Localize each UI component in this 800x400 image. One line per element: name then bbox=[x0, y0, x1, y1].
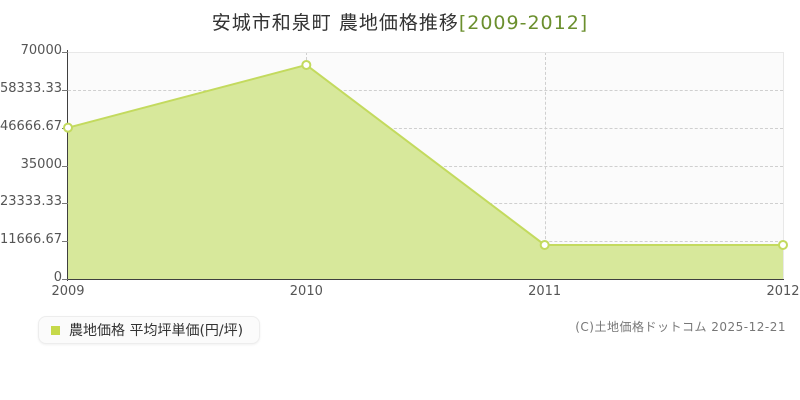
chart-title-main: 安城市和泉町 農地価格推移 bbox=[211, 12, 459, 34]
chart-title: 安城市和泉町 農地価格推移[2009-2012] bbox=[0, 8, 800, 35]
y-axis-tick-label: 46666.67 bbox=[0, 118, 62, 134]
y-axis-tick-mark bbox=[62, 241, 68, 243]
legend[interactable]: 農地価格 平均坪単価(円/坪) bbox=[38, 316, 261, 344]
data-point-marker bbox=[64, 124, 72, 132]
plot-border-top bbox=[68, 52, 783, 53]
legend-label: 農地価格 平均坪単価(円/坪) bbox=[69, 323, 244, 339]
footer-credit: (C)土地価格ドットコム 2025-12-21 bbox=[575, 320, 786, 334]
y-axis-tick-label: 23333.33 bbox=[0, 194, 62, 210]
area-fill-path bbox=[68, 64, 783, 279]
x-axis-tick-label: 2009 bbox=[51, 284, 85, 299]
x-axis-tick-label: 2012 bbox=[766, 284, 800, 299]
area-line-path bbox=[68, 65, 783, 245]
gridline-horizontal bbox=[68, 127, 783, 129]
data-point-markers bbox=[64, 61, 787, 249]
y-axis-tick-label: 70000 bbox=[20, 43, 62, 58]
y-axis-tick-mark bbox=[62, 203, 68, 205]
y-axis-tick-label: 58333.33 bbox=[0, 80, 62, 96]
x-axis-tick-label: 2011 bbox=[528, 284, 562, 299]
area-series bbox=[68, 52, 783, 279]
data-point-marker bbox=[302, 61, 310, 69]
plot-border-right bbox=[783, 52, 784, 279]
y-axis-tick-mark bbox=[62, 279, 68, 280]
chart-title-range: [2009-2012] bbox=[458, 12, 589, 34]
legend-swatch-icon bbox=[51, 325, 60, 335]
y-axis-tick-mark bbox=[62, 89, 68, 91]
y-axis-tick-mark bbox=[62, 165, 68, 167]
gridline-horizontal bbox=[68, 89, 783, 91]
y-axis-tick-label: 0 bbox=[53, 270, 62, 285]
x-axis-line bbox=[67, 279, 784, 280]
gridline-vertical bbox=[544, 52, 546, 279]
y-axis-tick-mark bbox=[62, 52, 68, 53]
x-axis-tick-label: 2010 bbox=[289, 284, 323, 299]
data-point-marker bbox=[541, 241, 549, 249]
y-axis-tick-label: 35000 bbox=[20, 156, 62, 172]
y-axis-tick-label: 11666.67 bbox=[0, 232, 62, 248]
data-point-marker bbox=[779, 241, 787, 249]
